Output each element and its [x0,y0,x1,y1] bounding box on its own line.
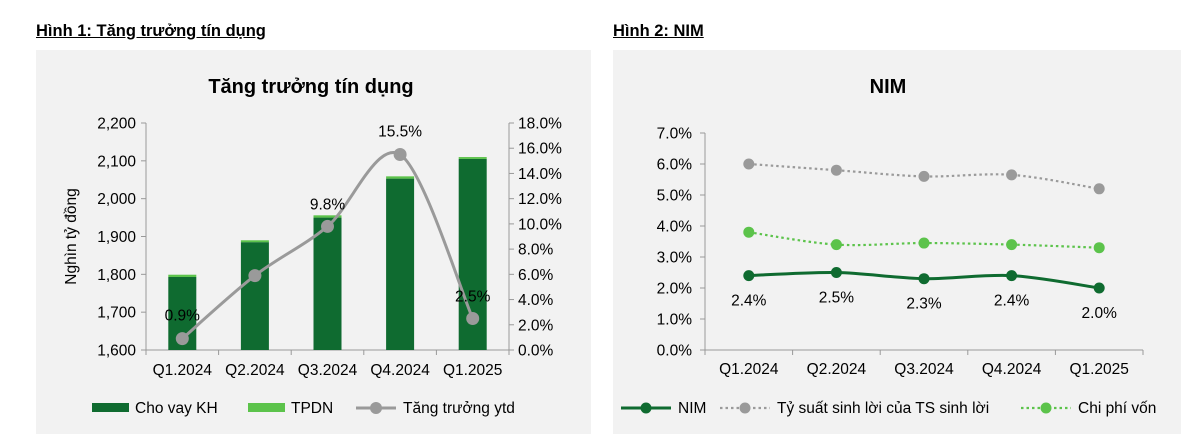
x-tick-label: Q2.2024 [225,362,285,379]
figure-1-heading: Hình 1: Tăng trưởng tín dụng [36,22,266,40]
data-label-nim: 2.4% [994,293,1030,310]
x-tick-label: Q1.2024 [719,361,779,378]
point-chi-phi-von [743,226,755,238]
x-tick-label: Q1.2025 [443,362,502,379]
nim-chart: NIM 0.0% 1.0% 2.0% 3.0% 4.0% 5.0% 6.0% 7.0% Q1.20… [621,76,1156,417]
data-label-tang-truong-ytd: 15.5% [378,124,422,141]
bar-tpdn [386,176,415,179]
left-tick-label: 5.0% [657,188,693,205]
point-tang-truong-ytd [393,148,407,162]
left-tick-label: 6.0% [657,157,693,174]
point-tang-truong-ytd [175,332,189,346]
left-tick-label: 3.0% [657,250,693,267]
bar-tpdn [458,157,487,159]
credit-growth-chart-panel: Tăng trưởng tín dụng 1,600 1,700 1,800 1,900… [36,50,591,434]
right-tick-label: 14.0% [518,166,562,183]
left-tick-label: 7.0% [657,126,693,143]
x-tick-label: Q3.2024 [894,361,954,378]
data-label-nim: 2.3% [906,296,942,313]
data-label-nim: 2.5% [819,290,855,307]
bar-tpdn [313,215,342,218]
chart-title: NIM [870,76,907,98]
data-label-tang-truong-ytd: 9.8% [310,196,346,213]
credit-growth-chart: Tăng trưởng tín dụng 1,600 1,700 1,800 1,900… [63,76,562,417]
left-tick-label: 1,700 [97,305,136,322]
point-nim [1006,270,1018,282]
y-axis-title: Nghìn tỷ đồng [63,188,80,285]
point-ty-suat-sinh-loi [1006,169,1018,181]
point-ty-suat-sinh-loi [743,158,755,170]
legend-swatch-cho-vay-kh [92,403,129,412]
legend-label-tang-truong-ytd: Tăng trưởng ytd [403,400,515,417]
bar-cho-vay-kh [386,178,415,350]
right-tick-label: 6.0% [518,267,554,284]
legend-marker-tang-truong-ytd [370,402,382,414]
legend-marker-chi-phi-von [1040,402,1052,414]
figure-2-heading: Hình 2: NIM [613,22,704,40]
left-tick-label: 2,200 [97,116,136,133]
right-tick-label: 8.0% [518,242,554,259]
x-tick-label: Q4.2024 [982,361,1042,378]
left-tick-label: 1,600 [97,343,136,360]
right-tick-label: 2.0% [518,317,554,334]
point-tang-truong-ytd [466,311,480,325]
point-ty-suat-sinh-loi [1093,183,1105,195]
legend-marker-ty-suat-sinh-loi [739,402,751,414]
x-tick-label: Q4.2024 [370,362,430,379]
line-tang-truong-ytd [181,150,475,340]
x-tick-label: Q3.2024 [298,362,358,379]
data-label-nim: 2.0% [1082,305,1118,322]
x-tick-label: Q1.2024 [153,362,213,379]
nim-chart-panel: NIM 0.0% 1.0% 2.0% 3.0% 4.0% 5.0% 6.0% 7.0% Q1.20… [613,50,1181,434]
right-tick-label: 4.0% [518,292,554,309]
right-tick-label: 10.0% [518,216,562,233]
right-tick-label: 18.0% [518,116,562,133]
bar-cho-vay-kh [240,242,269,350]
legend-label-chi-phi-von: Chi phí vốn [1078,400,1156,417]
bar-cho-vay-kh [313,217,342,350]
right-tick-label: 0.0% [518,343,554,360]
data-label-tang-truong-ytd: 0.9% [165,308,201,325]
x-tick-label: Q1.2025 [1069,361,1128,378]
left-tick-label: 2,000 [97,191,136,208]
bar-tpdn [168,274,197,277]
point-nim [830,267,842,278]
data-label-nim: 2.4% [731,293,767,310]
left-tick-label: 1,800 [97,267,136,284]
line-ty-suat-sinh-loi [748,162,1100,190]
legend-swatch-tpdn [248,403,285,412]
point-tang-truong-ytd [321,219,334,233]
point-chi-phi-von [830,239,842,251]
legend-label-nim: NIM [678,400,706,417]
left-tick-label: 1.0% [657,312,693,329]
left-tick-label: 2.0% [657,281,693,298]
data-label-tang-truong-ytd: 2.5% [455,288,491,305]
left-tick-label: 0.0% [657,343,693,360]
point-nim [1093,282,1105,294]
point-nim [918,273,930,285]
point-chi-phi-von [1006,239,1018,251]
left-tick-label: 2,100 [97,153,136,170]
x-tick-label: Q2.2024 [807,361,867,378]
point-nim [743,270,755,282]
right-tick-label: 12.0% [518,191,562,208]
bar-tpdn [240,240,269,243]
left-tick-label: 1,900 [97,229,136,246]
point-chi-phi-von [918,237,930,249]
point-ty-suat-sinh-loi [918,170,930,182]
point-ty-suat-sinh-loi [830,164,842,176]
point-chi-phi-von [1093,242,1105,254]
legend-label-ty-suat-sinh-loi: Tỷ suất sinh lời của TS sinh lời [777,400,989,417]
left-tick-label: 4.0% [657,219,693,236]
legend-label-cho-vay-kh: Cho vay KH [135,400,218,417]
legend-marker-nim [640,402,652,414]
chart-title: Tăng trưởng tín dụng [208,76,413,98]
point-tang-truong-ytd [248,269,262,283]
right-tick-label: 16.0% [518,141,562,158]
legend-label-tpdn: TPDN [291,400,333,417]
